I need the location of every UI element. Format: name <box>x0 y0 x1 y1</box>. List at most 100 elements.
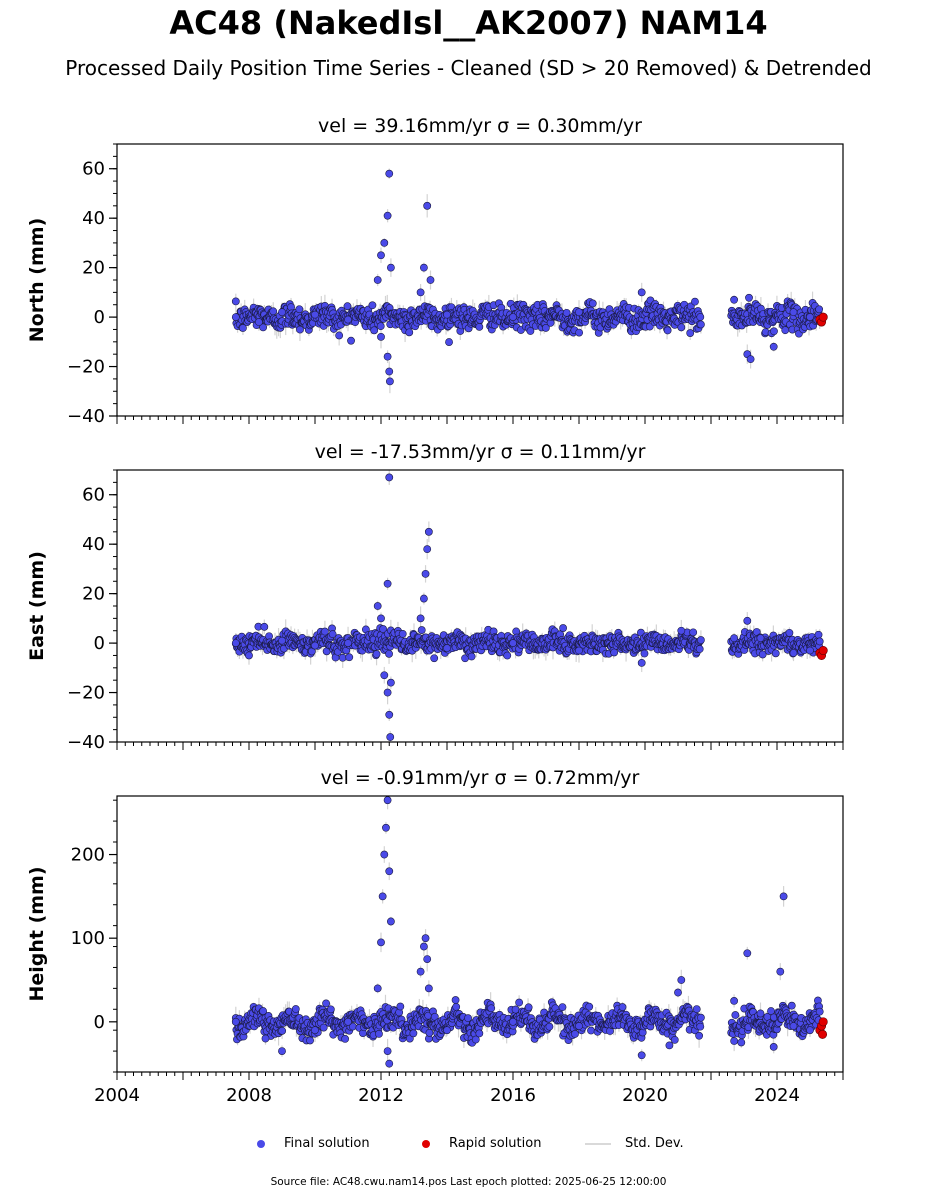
final-solution-point <box>385 473 394 482</box>
final-solution-point <box>815 305 824 314</box>
final-solution-point <box>503 651 512 660</box>
final-solution-point <box>416 614 425 623</box>
final-solution-point <box>771 649 780 658</box>
final-solution-point <box>385 710 394 719</box>
final-solution-point <box>665 1041 674 1050</box>
y-tick-label: 60 <box>82 159 105 180</box>
final-solution-point <box>398 629 407 638</box>
final-solution-point <box>471 1035 480 1044</box>
final-solution-point <box>344 315 352 324</box>
legend-sd: Std. Dev. <box>585 1136 684 1151</box>
final-solution-point <box>260 622 269 631</box>
final-solution-point <box>419 942 428 951</box>
final-solution-point <box>815 637 824 646</box>
rapid-solution-point <box>818 1029 828 1039</box>
final-solution-point <box>295 305 304 314</box>
final-solution-point <box>377 938 385 947</box>
x-tick-label: 2004 <box>94 1085 140 1106</box>
final-solution-point <box>385 169 394 178</box>
final-solution-point <box>769 342 778 351</box>
panel-3: 0 100 200 2004 2008 2012 2016 2020 2024 vel = -0.… <box>26 767 844 1106</box>
x-tick-label: 2020 <box>622 1085 668 1106</box>
final-solution-point <box>610 648 619 657</box>
final-solution-point <box>746 355 755 364</box>
final-solution-point <box>405 328 414 337</box>
y-tick-label: 60 <box>82 485 105 506</box>
final-solution-point <box>386 263 395 272</box>
final-solution-point <box>245 651 253 660</box>
x-tick-label: 2008 <box>226 1085 272 1106</box>
final-solution-point <box>383 211 392 220</box>
final-solution-point <box>730 997 738 1005</box>
final-solution-point <box>419 594 428 603</box>
final-solution-point <box>231 639 240 647</box>
y-tick-label: 20 <box>82 258 105 279</box>
final-solution-point <box>674 988 682 997</box>
final-solution-point <box>338 653 347 662</box>
final-solution-point <box>575 646 583 655</box>
final-solution-point <box>311 310 319 319</box>
final-solution-point <box>416 288 425 297</box>
final-solution-point <box>377 332 385 341</box>
y-tick-label: −20 <box>67 683 105 704</box>
y-tick-label: 20 <box>82 584 105 605</box>
panel-3-data <box>231 796 828 1069</box>
final-solution-point <box>637 658 646 667</box>
final-solution-point <box>443 644 451 652</box>
final-solution-point <box>692 1005 701 1013</box>
final-solution-point <box>278 308 286 317</box>
chart-subtitle: Processed Daily Position Time Series - C… <box>65 56 872 80</box>
final-solution-point <box>745 293 753 302</box>
legend-rapid: Rapid solution <box>422 1136 541 1151</box>
final-solution-point <box>278 1047 286 1055</box>
final-solution-point <box>779 892 788 901</box>
final-solution-point <box>430 654 439 663</box>
final-solution-point <box>239 324 247 332</box>
final-solution-point <box>487 1004 496 1013</box>
final-solution-point <box>558 1003 567 1012</box>
source-footer: Source file: AC48.cwu.nam14.pos Last epo… <box>270 1176 667 1188</box>
legend-final-label: Final solution <box>284 1136 370 1151</box>
panel-1-data <box>231 168 828 394</box>
final-solution-point <box>464 1014 472 1023</box>
final-solution-point <box>311 641 319 650</box>
final-solution-point <box>789 308 798 317</box>
final-solution-point <box>320 627 329 636</box>
final-solution-point <box>423 545 432 554</box>
final-solution-point <box>254 318 263 326</box>
final-solution-point <box>259 323 268 332</box>
final-solution-point <box>695 645 704 653</box>
final-solution-point <box>697 636 705 644</box>
legend: Final solution Rapid solution Std. Dev. <box>0 1136 937 1160</box>
y-tick-label: 0 <box>94 1012 105 1033</box>
final-solution-point <box>383 796 392 805</box>
final-solution-point <box>376 322 385 331</box>
y-tick-label: −40 <box>67 732 105 753</box>
final-solution-point <box>423 955 432 963</box>
y-tick-label: 100 <box>71 928 105 949</box>
final-solution-point <box>278 1026 287 1035</box>
final-solution-point <box>373 984 382 993</box>
final-solution-point <box>789 1022 798 1030</box>
time-series-plots: −40 −20 0 20 40 60 vel = 39.16mm/yr σ = 0.30mm… <box>26 115 844 1106</box>
final-solution-point <box>386 377 394 386</box>
final-solution-point <box>424 527 433 536</box>
final-solution-point <box>677 976 686 984</box>
final-solution-point <box>730 634 738 643</box>
final-solution-point <box>475 1029 484 1038</box>
y-tick-label: 40 <box>82 208 105 229</box>
final-solution-point <box>425 1028 434 1037</box>
final-solution-point <box>571 1030 579 1038</box>
final-solution-point <box>743 949 752 958</box>
final-solution-point <box>696 1022 705 1031</box>
final-solution-point <box>380 239 389 247</box>
chart-title: AC48 (NakedIsl__AK2007) NAM14 <box>169 4 768 42</box>
final-solution-point <box>341 1035 349 1043</box>
final-solution-point <box>545 1022 554 1031</box>
final-solution-point <box>588 299 597 308</box>
final-solution-point <box>378 892 387 901</box>
final-solution-point <box>319 1023 328 1032</box>
final-solution-marker-icon <box>257 1139 265 1148</box>
final-solution-point <box>382 823 390 832</box>
final-solution-point <box>385 1059 394 1068</box>
